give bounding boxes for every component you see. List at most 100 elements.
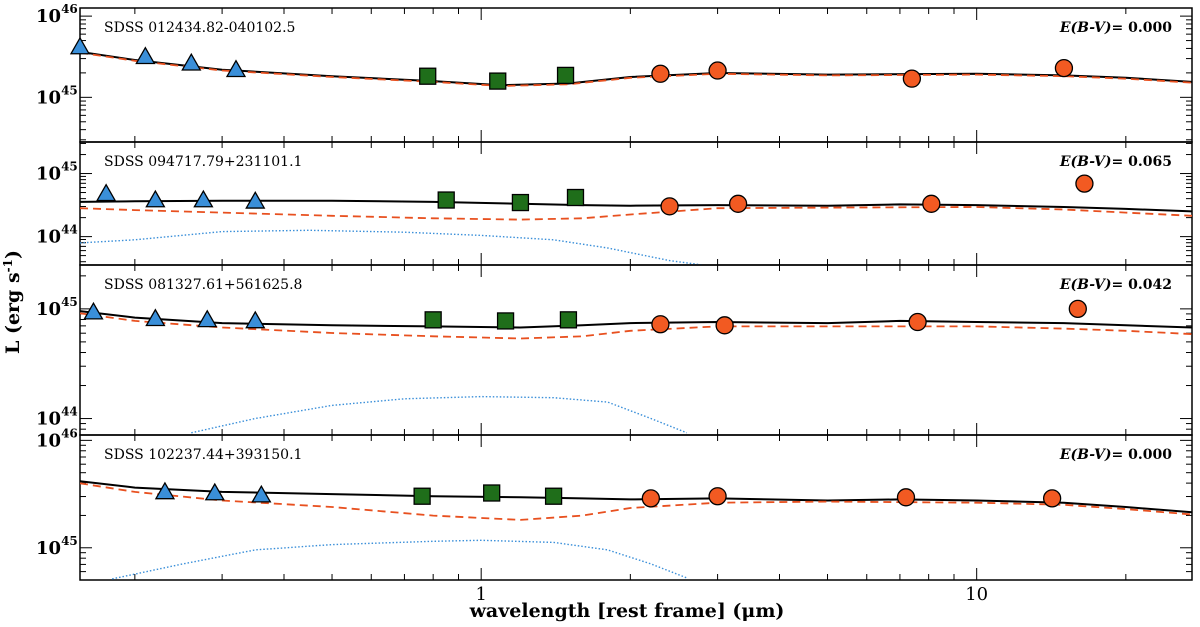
panel-2: 1044 1045 SDSS 094717.79+231101.1 E(B-V)= 0… [36,141,1193,266]
wise-point [896,488,916,507]
object-name: SDSS 081327.61+561625.8 [104,277,302,293]
2mass-point [489,72,507,90]
sdss-point [145,308,166,327]
x-tick-label: 1 [475,584,486,605]
2mass-point [556,66,575,85]
2mass-point [413,487,431,505]
panel-plot-area [80,199,1192,265]
2mass-point [566,188,585,207]
y-tick-exp: 45 [61,160,78,174]
sdss-point [204,482,225,501]
y-tick-exp: 46 [61,426,78,440]
panel-plot-area [80,310,1192,434]
y-tick-label: 1045 [36,534,78,559]
agn-model-line [80,482,1192,521]
y-tick-label: 1046 [36,2,78,27]
wise-point [902,69,922,88]
wise-point [715,316,734,335]
agn-model-line [80,312,1192,340]
sdss-point [193,189,214,208]
2mass-point [424,311,442,329]
y-tick-exp: 45 [61,295,78,309]
y-tick-label: 1046 [36,426,78,451]
y-tick-base: 10 [36,409,61,430]
y-tick-exp: 46 [61,2,78,16]
2mass-point [544,487,563,505]
host-model-line [112,539,688,580]
ebv-value: = 0.065 [1112,154,1172,170]
ebv-value: = 0.042 [1112,277,1172,293]
y-tick-exp: 44 [61,405,78,419]
panel-plot-area [80,480,1192,580]
host-model-line [80,229,703,265]
2mass-point [419,67,437,85]
y-tick-base: 10 [36,164,61,185]
sdss-point [225,59,247,78]
x-tick-label: 10 [965,584,988,605]
sdss-point [245,190,266,209]
sdss-point [83,301,104,320]
y-axis-title-close: ) [2,250,24,259]
wise-point [728,194,748,213]
sdss-point [145,189,166,208]
wise-point [651,64,670,83]
sdss-point [197,309,218,328]
x-axis: 1 10 [475,584,988,605]
2mass-point [559,311,578,329]
ebv-label: E(B-V)= 0.065 [1059,154,1172,170]
sdss-point [135,46,156,65]
y-tick-label: 1044 [36,405,78,430]
ebv-label: E(B-V)= 0.000 [1059,447,1172,463]
wise-point [708,61,727,80]
wise-point [1054,58,1074,78]
y-tick-label: 1044 [36,223,78,248]
ebv-symbol: E(B-V) [1059,447,1112,463]
panel-frame [79,434,1193,581]
y-tick-exp: 45 [61,534,78,548]
wise-point [641,489,661,508]
total-model-line [80,480,1192,514]
agn-model-line [80,206,1192,221]
object-name: SDSS 102237.44+393150.1 [104,447,302,463]
ebv-symbol: E(B-V) [1059,277,1112,293]
object-name: SDSS 094717.79+231101.1 [104,154,302,170]
y-tick-base: 10 [36,87,61,108]
ebv-label: E(B-V)= 0.042 [1059,277,1172,293]
y-tick-base: 10 [36,538,61,559]
wise-point [1042,489,1062,508]
wise-point [660,197,679,216]
ebv-value: = 0.000 [1112,20,1173,36]
ebv-symbol: E(B-V) [1059,154,1112,170]
total-model-line [80,310,1192,329]
sdss-point [154,481,176,500]
wise-point [922,194,941,213]
sdss-point [95,183,117,202]
ebv-value: = 0.000 [1112,447,1173,463]
y-tick-base: 10 [36,6,61,27]
y-tick-label: 1045 [36,83,78,108]
x-axis-title: wavelength [rest frame] (μm) [469,600,785,622]
y-axis-title-exp: -1 [1,259,15,272]
y-tick-base: 10 [36,430,61,451]
wise-point [651,315,670,334]
agn-model-line [80,51,1192,87]
y-axis-title-base: L (erg s [2,272,24,354]
y-tick-exp: 44 [61,223,78,237]
ebv-label: E(B-V)= 0.000 [1059,20,1172,36]
sdss-point [69,36,91,55]
panel-plot-area [80,50,1192,87]
wise-point [908,312,927,332]
object-name: SDSS 012434.82-040102.5 [104,20,295,36]
sdss-point [251,484,272,503]
y-tick-label: 1045 [36,295,78,320]
2mass-point [496,312,515,330]
y-axis-title: L (erg s-1) [1,250,24,354]
sdss-point [245,310,266,329]
wise-point [708,487,727,506]
wise-point [1068,299,1087,319]
